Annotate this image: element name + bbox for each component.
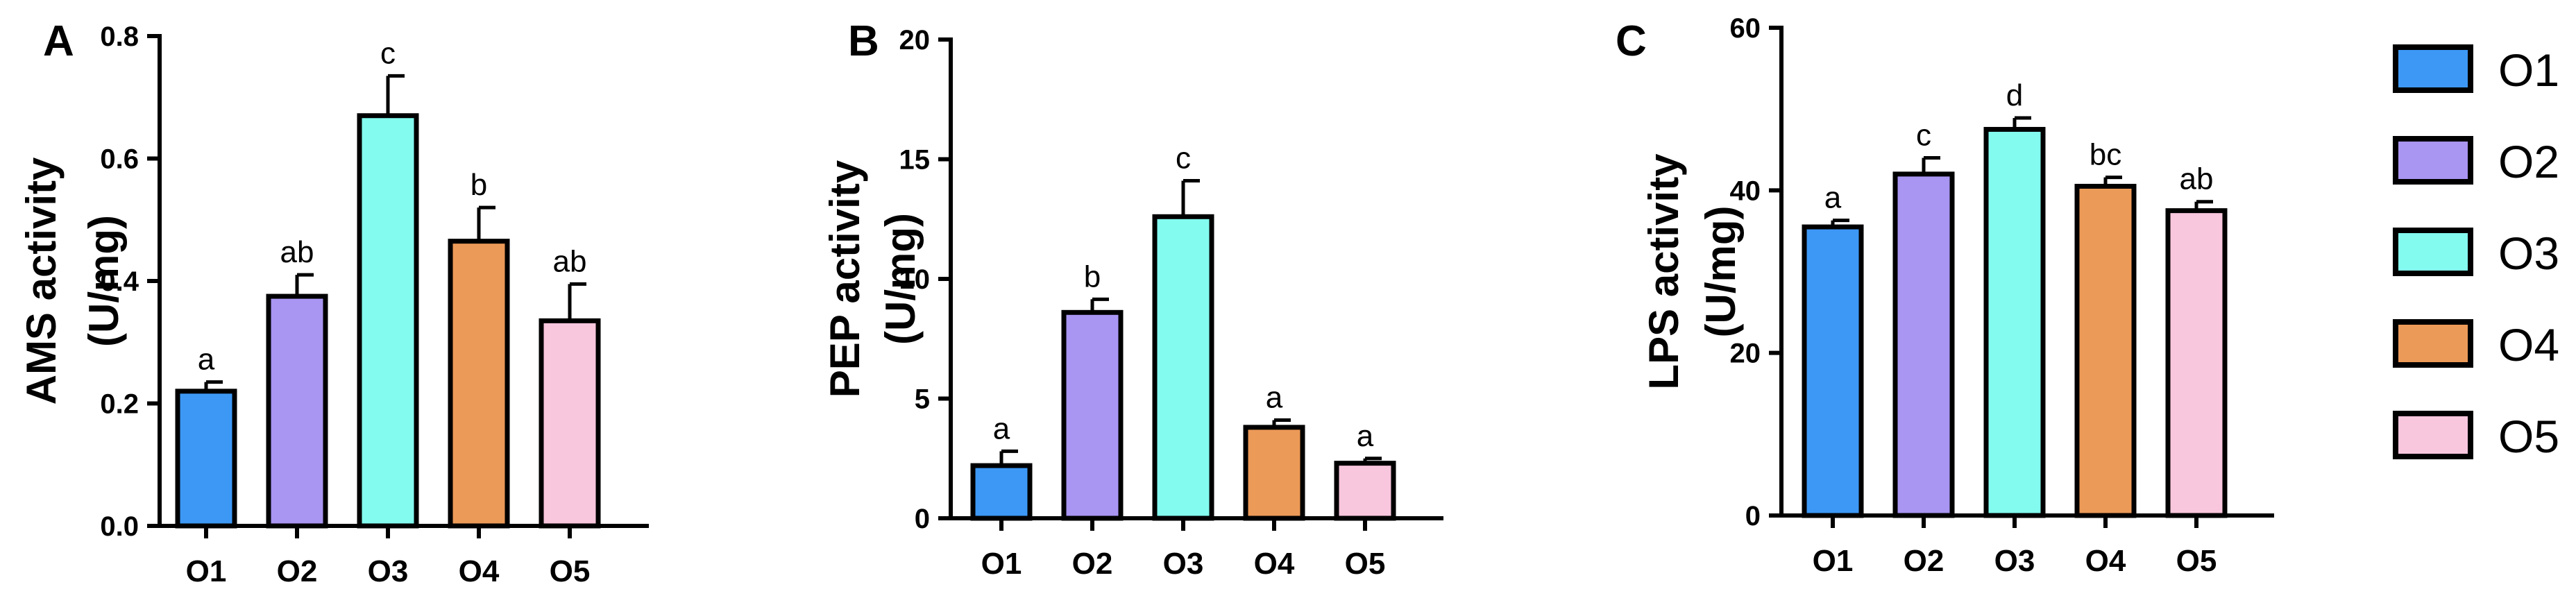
y-tick-label: 20 <box>1730 339 1761 369</box>
significance-label: c <box>380 36 396 70</box>
significance-label: ab <box>553 244 587 278</box>
x-tick-label: O5 <box>2176 544 2217 578</box>
x-tick-label: O5 <box>1345 547 1386 581</box>
chart-panel-a: A AMS activity (U/mg) 0.0 0.2 0.4 0.6 0.8 a O1 ab O… <box>18 17 649 588</box>
y-axis-unit-label: (U/mg) <box>80 215 127 347</box>
x-tick-label: O3 <box>1994 544 2035 578</box>
significance-label: b <box>471 168 487 202</box>
panel-letter: C <box>1616 17 1647 65</box>
legend-swatch-o5 <box>2393 411 2473 459</box>
bar-o5 <box>1334 461 1396 521</box>
x-tick-label: O5 <box>550 554 591 588</box>
y-tick-label: 0 <box>915 504 930 534</box>
x-tick-label: O2 <box>1072 547 1113 581</box>
legend-swatch-o1 <box>2393 44 2473 93</box>
x-tick-label: O2 <box>1904 544 1944 578</box>
y-tick-label: 20 <box>899 25 931 56</box>
chart-panel-b: B PEP activity (U/mg) 0 5 10 15 20 a O1 b O2 c O3 a O4 a… <box>822 17 1443 581</box>
bar-o4 <box>1243 425 1305 521</box>
legend-swatch-o2 <box>2393 136 2473 185</box>
chart-panel-c: C LPS activity (U/mg) 0 20 40 60 a O1 c O2 d O3 bc O4 a… <box>1616 13 2274 578</box>
bar-o4 <box>448 239 510 529</box>
y-tick-label: 0.2 <box>100 389 139 420</box>
legend-label: O5 <box>2498 411 2559 462</box>
significance-label: ab <box>2180 162 2214 196</box>
legend-label: O3 <box>2498 228 2559 279</box>
significance-label: c <box>1176 142 1191 176</box>
panel-letter: B <box>848 17 879 65</box>
legend: O1 O2 O3 O4 O5 <box>2393 44 2559 462</box>
bar-o3 <box>357 113 419 529</box>
y-axis-unit-label: (U/mg) <box>877 213 924 345</box>
significance-label: a <box>1357 419 1374 453</box>
y-tick-label: 0 <box>1745 501 1761 531</box>
legend-swatch-o3 <box>2393 228 2473 276</box>
x-tick-label: O3 <box>368 554 409 588</box>
y-tick-label: 0.0 <box>100 511 139 542</box>
y-axis-label: PEP activity <box>822 160 868 398</box>
x-tick-label: O2 <box>277 554 318 588</box>
bar-o4 <box>2074 183 2137 518</box>
bar-o1 <box>175 389 237 529</box>
significance-label: b <box>1084 259 1101 293</box>
y-tick-label: 0.6 <box>100 144 139 175</box>
significance-label: c <box>1916 118 1931 152</box>
y-tick-label: 5 <box>915 384 930 415</box>
y-tick-label: 15 <box>899 145 931 176</box>
x-tick-label: O1 <box>981 547 1022 581</box>
bar-o2 <box>1892 171 1955 518</box>
x-tick-label: O1 <box>186 554 227 588</box>
significance-label: a <box>1824 181 1842 215</box>
legend-label: O2 <box>2498 136 2559 187</box>
bar-o5 <box>2165 208 2228 518</box>
significance-label: a <box>993 411 1010 445</box>
bar-o5 <box>539 318 601 529</box>
significance-label: bc <box>2090 138 2121 172</box>
x-tick-label: O4 <box>2085 544 2126 578</box>
significance-label: a <box>1266 381 1283 415</box>
bar-o3 <box>1152 214 1214 521</box>
legend-label: O1 <box>2498 44 2559 96</box>
legend-swatch-o4 <box>2393 319 2473 368</box>
x-tick-label: O4 <box>459 554 500 588</box>
y-tick-label: 40 <box>1730 176 1761 206</box>
significance-label: ab <box>280 235 314 269</box>
y-tick-label: 60 <box>1730 13 1761 44</box>
panel-letter: A <box>43 17 74 65</box>
y-tick-label: 0.4 <box>100 266 139 297</box>
x-tick-label: O1 <box>1813 544 1854 578</box>
bar-o2 <box>1061 309 1124 521</box>
y-axis-unit-label: (U/mg) <box>1697 206 1744 338</box>
x-tick-label: O4 <box>1254 547 1295 581</box>
bar-o1 <box>970 463 1033 521</box>
x-tick-label: O3 <box>1163 547 1204 581</box>
y-tick-label: 10 <box>899 264 931 295</box>
bar-o1 <box>1802 224 1864 518</box>
y-axis-label: LPS activity <box>1641 153 1687 390</box>
significance-label: a <box>198 343 215 377</box>
y-tick-label: 0.8 <box>100 22 139 52</box>
y-axis-label: AMS activity <box>18 157 65 404</box>
bar-o3 <box>1983 126 2046 518</box>
bar-o2 <box>266 293 328 529</box>
significance-label: d <box>2006 78 2023 112</box>
legend-label: O4 <box>2498 319 2559 370</box>
